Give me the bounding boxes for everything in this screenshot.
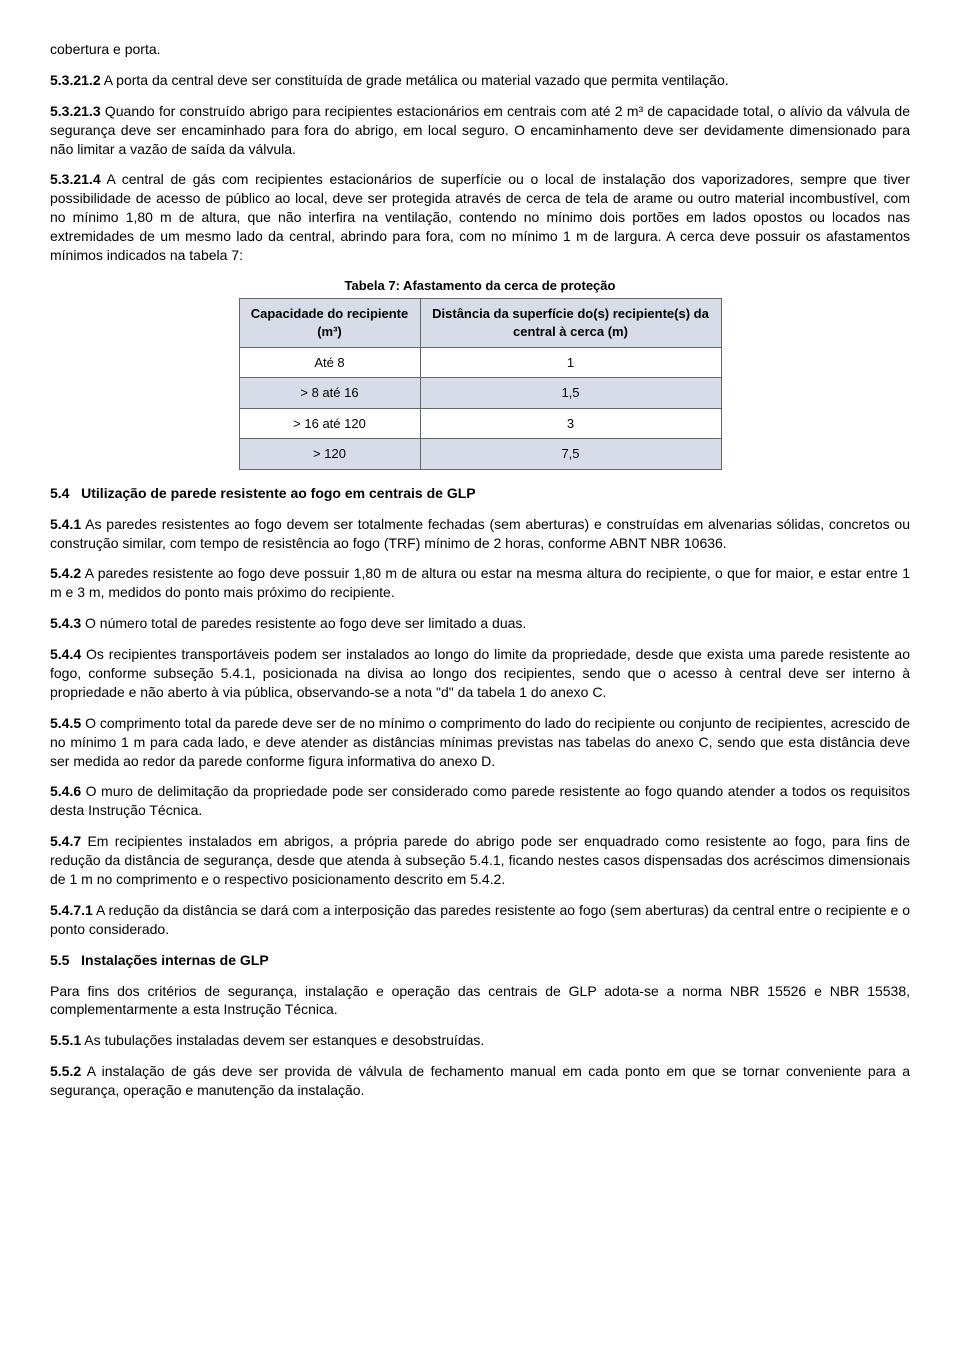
paragraph: 5.4.6 O muro de delimitação da proprieda… <box>50 782 910 820</box>
paragraph: 5.4.4 Os recipientes transportáveis pode… <box>50 645 910 702</box>
clause-number: 5.3.21.2 <box>50 72 101 88</box>
clause-text: Quando for construído abrigo para recipi… <box>50 103 910 157</box>
table-cell: 3 <box>420 408 721 439</box>
clause-number: 5.4.2 <box>50 565 81 581</box>
section-heading: 5.4 Utilização de parede resistente ao f… <box>50 484 910 503</box>
table-row: > 8 até 16 1,5 <box>239 378 721 409</box>
section-number: 5.5 <box>50 952 69 968</box>
clause-number: 5.4.4 <box>50 646 81 662</box>
table-header: Distância da superfície do(s) recipiente… <box>420 299 721 347</box>
table-row: Até 8 1 <box>239 347 721 378</box>
clause-text: As paredes resistentes ao fogo devem ser… <box>50 516 910 551</box>
paragraph: Para fins dos critérios de segurança, in… <box>50 982 910 1020</box>
paragraph: 5.4.7.1 A redução da distância se dará c… <box>50 901 910 939</box>
paragraph: 5.5.2 A instalação de gás deve ser provi… <box>50 1062 910 1100</box>
clause-text: A paredes resistente ao fogo deve possui… <box>50 565 910 600</box>
clause-text: O muro de delimitação da propriedade pod… <box>50 783 910 818</box>
clause-number: 5.4.3 <box>50 615 81 631</box>
table-row: > 120 7,5 <box>239 439 721 470</box>
clause-text: O número total de paredes resistente ao … <box>81 615 526 631</box>
clause-text: Os recipientes transportáveis podem ser … <box>50 646 910 700</box>
paragraph: 5.3.21.4 A central de gás com recipiente… <box>50 170 910 264</box>
section-title-text: Utilização de parede resistente ao fogo … <box>81 485 475 501</box>
table-cell: > 120 <box>239 439 420 470</box>
clause-text: As tubulações instaladas devem ser estan… <box>81 1032 484 1048</box>
table-cell: 1 <box>420 347 721 378</box>
paragraph: 5.4.1 As paredes resistentes ao fogo dev… <box>50 515 910 553</box>
paragraph: 5.4.7 Em recipientes instalados em abrig… <box>50 832 910 889</box>
clause-text: A porta da central deve ser constituída … <box>101 72 729 88</box>
paragraph: 5.5.1 As tubulações instaladas devem ser… <box>50 1031 910 1050</box>
clause-number: 5.5.1 <box>50 1032 81 1048</box>
clause-number: 5.4.7 <box>50 833 81 849</box>
table-cell: 1,5 <box>420 378 721 409</box>
clause-number: 5.4.7.1 <box>50 902 93 918</box>
clause-number: 5.3.21.4 <box>50 171 101 187</box>
clause-text: A central de gás com recipientes estacio… <box>50 171 910 263</box>
paragraph: 5.4.2 A paredes resistente ao fogo deve … <box>50 564 910 602</box>
section-title-text: Instalações internas de GLP <box>81 952 269 968</box>
clause-text: A instalação de gás deve ser provida de … <box>50 1063 910 1098</box>
paragraph: 5.4.3 O número total de paredes resisten… <box>50 614 910 633</box>
clause-number: 5.4.6 <box>50 783 81 799</box>
clause-number: 5.3.21.3 <box>50 103 101 119</box>
paragraph: cobertura e porta. <box>50 40 910 59</box>
table-cell: Até 8 <box>239 347 420 378</box>
table-header: Capacidade do recipiente (m³) <box>239 299 420 347</box>
table-cell: 7,5 <box>420 439 721 470</box>
clause-text: O comprimento total da parede deve ser d… <box>50 715 910 769</box>
section-heading: 5.5 Instalações internas de GLP <box>50 951 910 970</box>
clause-number: 5.4.1 <box>50 516 81 532</box>
table-caption: Tabela 7: Afastamento da cerca de proteç… <box>50 277 910 295</box>
paragraph: 5.4.5 O comprimento total da parede deve… <box>50 714 910 771</box>
clause-number: 5.5.2 <box>50 1063 81 1079</box>
table-7: Capacidade do recipiente (m³) Distância … <box>239 298 722 469</box>
section-number: 5.4 <box>50 485 69 501</box>
table-cell: > 16 até 120 <box>239 408 420 439</box>
paragraph: 5.3.21.2 A porta da central deve ser con… <box>50 71 910 90</box>
clause-text: Em recipientes instalados em abrigos, a … <box>50 833 910 887</box>
paragraph: 5.3.21.3 Quando for construído abrigo pa… <box>50 102 910 159</box>
clause-text: A redução da distância se dará com a int… <box>50 902 910 937</box>
table-row: > 16 até 120 3 <box>239 408 721 439</box>
clause-number: 5.4.5 <box>50 715 81 731</box>
table-cell: > 8 até 16 <box>239 378 420 409</box>
